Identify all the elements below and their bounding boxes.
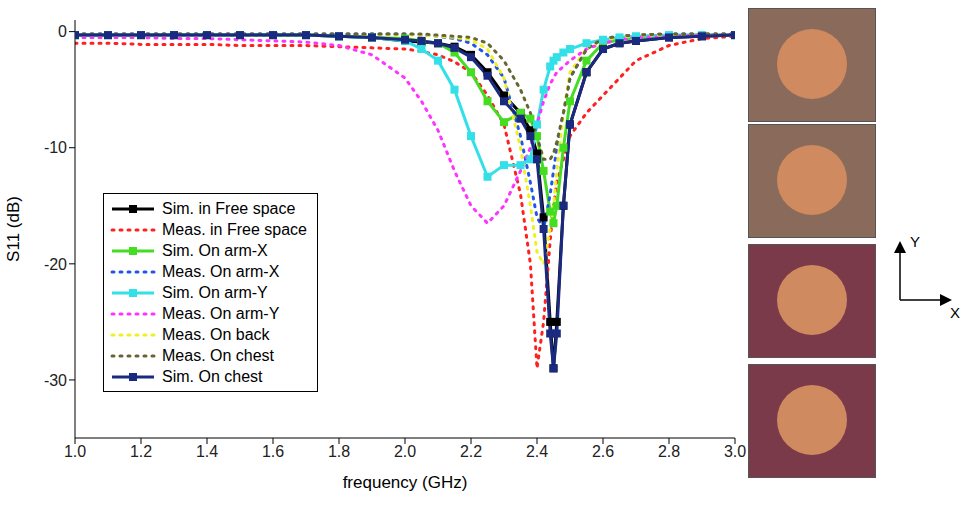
svg-text:1.2: 1.2 [130, 443, 152, 460]
svg-text:2.2: 2.2 [460, 443, 482, 460]
html-text:Meas. in Free space: Meas. in Free space [162, 220, 307, 238]
svg-text:1.0: 1.0 [64, 443, 86, 460]
svg-text:1.8: 1.8 [328, 443, 350, 460]
svg-text:0: 0 [58, 23, 67, 40]
html-text:Sim. On arm-X: Sim. On arm-X [162, 241, 268, 259]
html-text:Meas. On arm-Y: Meas. On arm-Y [162, 304, 280, 322]
svg-text:3.0: 3.0 [724, 443, 746, 460]
html-text:Meas. On back: Meas. On back [162, 325, 270, 343]
svg-text:2.0: 2.0 [394, 443, 416, 460]
svg-text:-30: -30 [44, 372, 67, 389]
svg-text:frequency (GHz): frequency (GHz) [343, 473, 468, 492]
html-text:Sim. On chest: Sim. On chest [162, 367, 263, 385]
svg-text:1.6: 1.6 [262, 443, 284, 460]
svg-text:Y: Y [910, 233, 920, 250]
html-text:Sim. On arm-Y: Sim. On arm-Y [162, 283, 268, 301]
svg-text:2.8: 2.8 [658, 443, 680, 460]
html-text:Meas. On chest: Meas. On chest [162, 346, 274, 364]
html-text:Meas. On arm-X: Meas. On arm-X [162, 262, 280, 280]
svg-text:-10: -10 [44, 139, 67, 156]
svg-text:1.4: 1.4 [196, 443, 218, 460]
svg-text:-20: -20 [44, 256, 67, 273]
html-text:Sim. in Free space: Sim. in Free space [162, 199, 296, 217]
svg-text:S11 (dB): S11 (dB) [4, 196, 23, 262]
svg-text:2.4: 2.4 [526, 443, 548, 460]
svg-text:X: X [950, 304, 960, 321]
svg-text:2.6: 2.6 [592, 443, 614, 460]
